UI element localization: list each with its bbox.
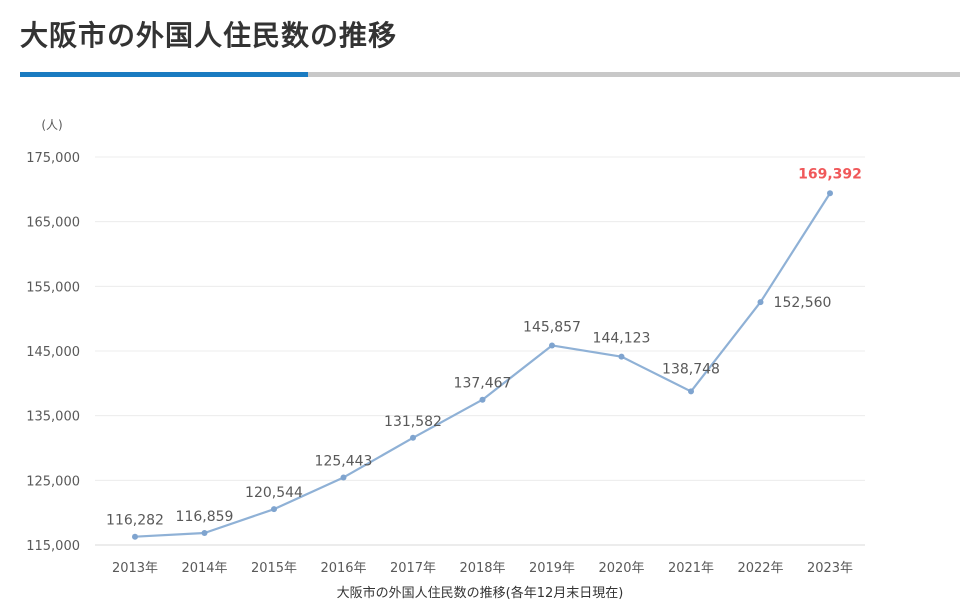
data-label-highlight: 169,392	[798, 166, 862, 182]
page-title: 大阪市の外国人住民数の推移	[20, 19, 398, 52]
data-label: 116,859	[176, 509, 234, 525]
data-label: 116,282	[106, 513, 164, 529]
data-point	[688, 388, 694, 395]
x-tick-label: 2019年	[529, 561, 575, 576]
data-point	[479, 396, 486, 403]
data-label: 145,857	[523, 319, 581, 335]
chart-caption: 大阪市の外国人住民数の推移(各年12月末日現在)	[336, 586, 624, 601]
data-point	[549, 342, 555, 349]
y-tick-label: 135,000	[26, 410, 80, 425]
data-point	[757, 299, 764, 306]
series-line	[134, 192, 831, 538]
data-label: 152,560	[774, 295, 832, 311]
data-point	[618, 353, 625, 360]
data-label: 131,582	[384, 414, 442, 430]
title-underline	[20, 72, 960, 77]
y-tick-label: 145,000	[26, 345, 80, 360]
title-underline-accent	[20, 72, 308, 77]
y-tick-label: 165,000	[26, 216, 80, 231]
x-tick-label: 2021年	[668, 561, 714, 576]
x-tick-label: 2023年	[807, 561, 853, 576]
x-tick-label: 2018年	[459, 561, 505, 576]
x-tick-label: 2014年	[181, 561, 227, 576]
data-label: 138,748	[662, 361, 720, 377]
x-tick-label: 2022年	[737, 561, 783, 576]
x-tick-label: 2013年	[112, 561, 158, 576]
x-tick-label: 2017年	[390, 561, 436, 576]
y-tick-label: 125,000	[26, 474, 80, 489]
data-point	[827, 190, 833, 197]
y-tick-label: 175,000	[26, 151, 80, 166]
data-label: 137,467	[454, 376, 512, 392]
data-point	[340, 474, 347, 481]
y-axis-unit-label: (人)	[41, 118, 62, 132]
data-label: 125,443	[315, 453, 373, 469]
x-tick-label: 2015年	[251, 561, 297, 576]
data-point	[201, 529, 208, 536]
data-point	[132, 533, 138, 540]
data-label: 144,123	[593, 331, 651, 347]
data-label: 120,544	[245, 485, 303, 501]
x-tick-label: 2016年	[320, 561, 366, 576]
data-point	[410, 434, 416, 441]
data-point	[271, 506, 277, 513]
x-tick-label: 2020年	[598, 561, 644, 576]
y-tick-label: 115,000	[26, 539, 80, 554]
y-tick-label: 155,000	[26, 280, 80, 295]
